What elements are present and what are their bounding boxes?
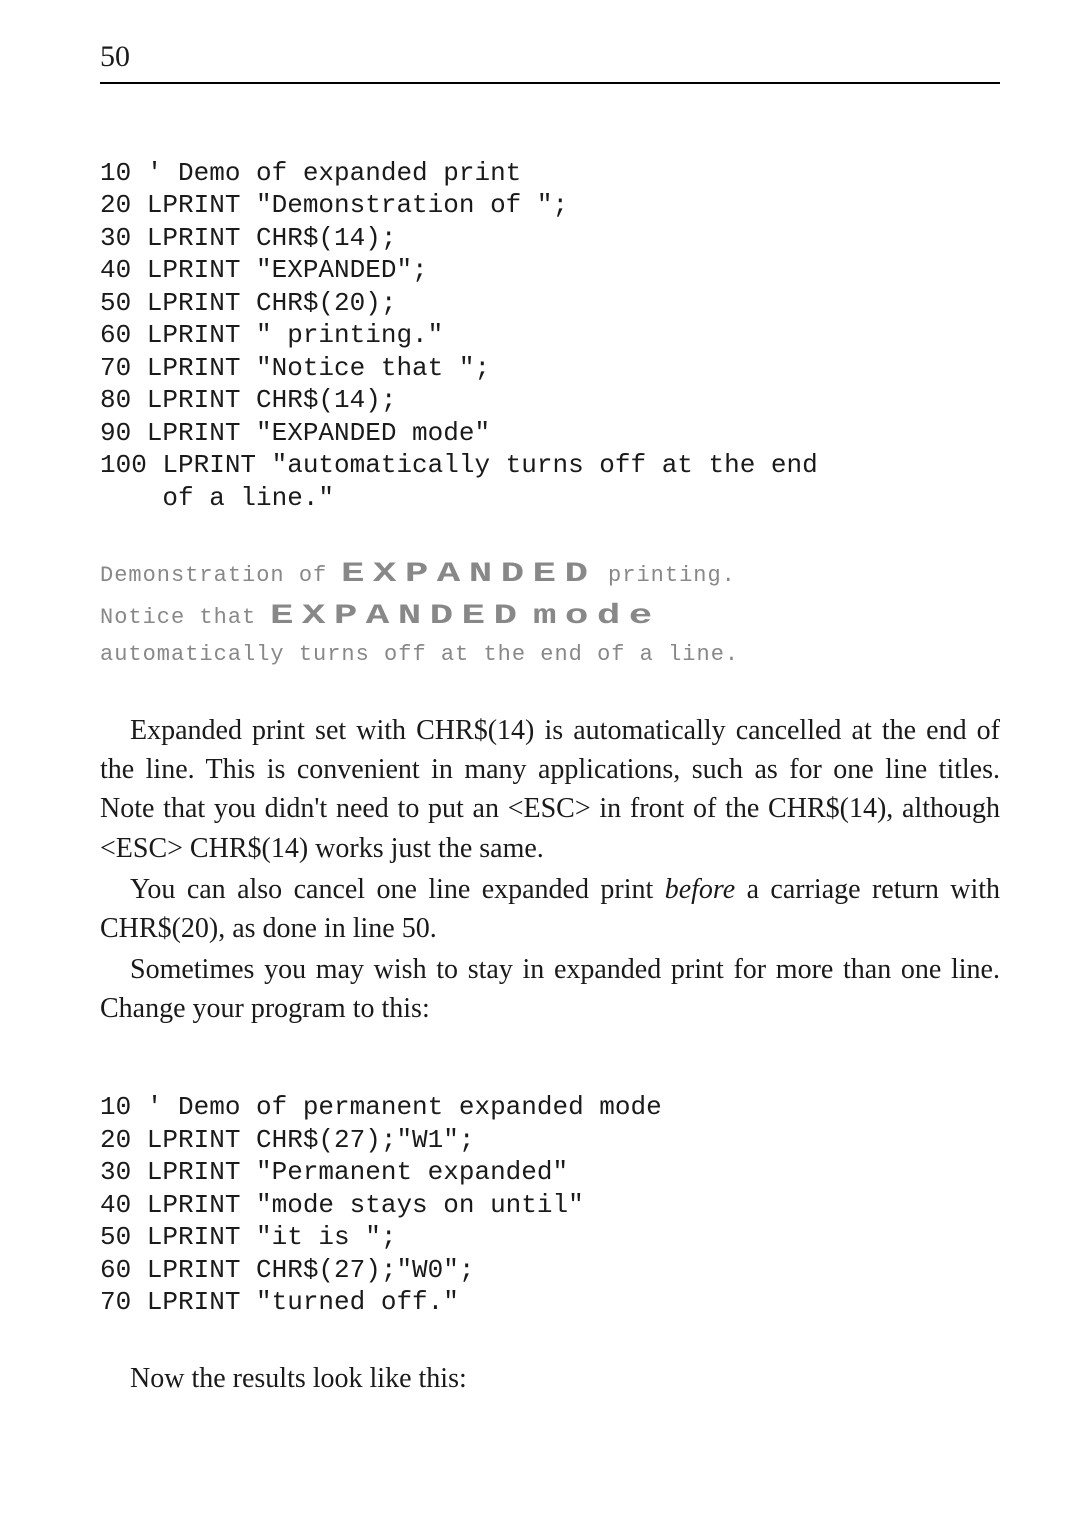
printer-text: Demonstration of [100,563,341,588]
body-paragraph: Now the results look like this: [100,1359,1000,1398]
code-line: 100 LPRINT "automatically turns off at t… [100,450,818,480]
printer-line: Notice that EXPANDED mode [100,596,1000,638]
code-line: of a line." [100,483,334,513]
page-number: 50 [100,40,1000,84]
closing-text: Now the results look like this: [100,1359,1000,1398]
body-paragraph: You can also cancel one line expanded pr… [100,870,1000,948]
code-line: 50 LPRINT "it is "; [100,1222,396,1252]
printer-line: automatically turns off at the end of a … [100,638,1000,671]
code-line: 50 LPRINT CHR$(20); [100,288,396,318]
code-line: 10 ' Demo of expanded print [100,158,521,188]
code-line: 70 LPRINT "Notice that "; [100,353,490,383]
printer-text: Notice that [100,605,270,630]
body-text-section: Expanded print set with CHR$(14) is auto… [100,711,1000,1029]
printer-text: automatically turns off at the end of a … [100,642,739,667]
italic-text: before [665,874,736,905]
code-block-1: 10 ' Demo of expanded print 20 LPRINT "D… [100,124,1000,514]
code-line: 60 LPRINT CHR$(27);"W0"; [100,1255,474,1285]
code-line: 90 LPRINT "EXPANDED mode" [100,418,490,448]
code-line: 20 LPRINT "Demonstration of "; [100,190,568,220]
body-paragraph: Expanded print set with CHR$(14) is auto… [100,711,1000,868]
printer-text: mode [533,596,661,638]
body-paragraph: Sometimes you may wish to stay in expand… [100,950,1000,1028]
code-line: 60 LPRINT " printing." [100,320,443,350]
body-text-span: You can also cancel one line expanded pr… [130,874,665,905]
printer-output: Demonstration of EXPANDED printing. Noti… [100,554,1000,671]
code-line: 30 LPRINT "Permanent expanded" [100,1157,568,1187]
printer-text: printing. [594,563,736,588]
code-line: 20 LPRINT CHR$(27);"W1"; [100,1125,474,1155]
code-line: 40 LPRINT "mode stays on until" [100,1190,584,1220]
code-line: 70 LPRINT "turned off." [100,1287,459,1317]
code-line: 10 ' Demo of permanent expanded mode [100,1092,662,1122]
expanded-text: EXPANDED [270,596,525,638]
code-line: 40 LPRINT "EXPANDED"; [100,255,428,285]
code-line: 80 LPRINT CHR$(14); [100,385,396,415]
code-line: 30 LPRINT CHR$(14); [100,223,396,253]
printer-line: Demonstration of EXPANDED printing. [100,554,1000,596]
expanded-text: EXPANDED [341,554,596,596]
code-block-2: 10 ' Demo of permanent expanded mode 20 … [100,1059,1000,1319]
